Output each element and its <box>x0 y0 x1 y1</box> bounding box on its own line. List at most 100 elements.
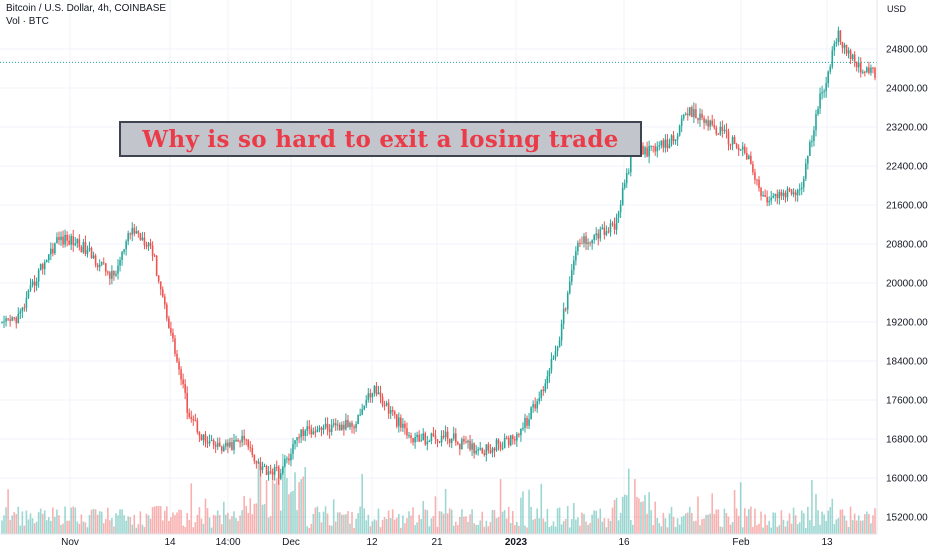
volume-bar <box>432 515 435 534</box>
candle-up <box>621 187 624 205</box>
price-tick-label: 20800.00 <box>886 240 928 251</box>
candle-down <box>249 447 252 449</box>
volume-bar <box>104 519 107 534</box>
candle-down <box>436 439 439 442</box>
volume-bar <box>766 525 768 534</box>
volume-bar <box>489 522 492 534</box>
volume-bar <box>241 510 243 534</box>
volume-bar <box>721 527 724 534</box>
volume-bar <box>353 527 355 534</box>
volume-bar <box>43 510 46 534</box>
candle-down <box>507 438 510 446</box>
candle-down <box>752 163 754 173</box>
volume-bar <box>172 512 174 534</box>
candle-up <box>770 197 773 201</box>
candle-down <box>442 435 445 438</box>
candle-up <box>257 462 260 464</box>
candle-down <box>15 317 18 324</box>
volume-bar <box>638 498 640 534</box>
candle-up <box>630 153 632 173</box>
volume-bar <box>220 524 223 534</box>
candle-up <box>5 318 7 322</box>
candle-down <box>328 429 331 433</box>
volume-bar <box>290 492 292 534</box>
volume-bar <box>58 515 60 534</box>
volume-bar <box>76 521 79 534</box>
volume-bar <box>410 515 412 534</box>
volume-bar <box>292 490 294 534</box>
volume-bar <box>310 523 313 534</box>
price-axis: USD 24800.00 24000.00 23200.00 22400.00 21600… <box>876 0 932 550</box>
candle-up <box>117 265 119 274</box>
candle-down <box>611 223 614 225</box>
candle-down <box>172 332 174 339</box>
candle-up <box>809 142 811 156</box>
candle-down <box>212 440 215 445</box>
candle-down <box>129 233 132 235</box>
volume-bar <box>367 514 370 534</box>
candle-up <box>823 91 825 93</box>
candle-down <box>766 196 768 203</box>
candle-up <box>357 415 359 425</box>
candle-down <box>9 319 11 321</box>
candle-down <box>206 442 209 444</box>
candle-up <box>503 437 506 449</box>
candle-up <box>100 262 103 265</box>
candle-down <box>137 231 140 234</box>
volume-bar <box>526 527 528 534</box>
candle-down <box>275 467 278 469</box>
volume-bar <box>550 525 553 534</box>
candle-down <box>353 426 355 429</box>
volume-bar <box>735 508 738 534</box>
candle-down <box>585 236 587 245</box>
candle-up <box>552 357 555 359</box>
candle-up <box>593 235 595 240</box>
candle-up <box>141 237 144 240</box>
candle-down <box>473 443 475 454</box>
candle-down <box>743 146 746 153</box>
volume-bar <box>741 527 744 534</box>
volume-bar <box>324 506 327 534</box>
volume-bar <box>611 507 614 534</box>
candle-up <box>37 270 40 282</box>
volume-bar <box>127 516 129 534</box>
candle-up <box>650 145 652 147</box>
candle-down <box>727 131 730 145</box>
candle-up <box>800 187 803 190</box>
volume-bar <box>524 525 526 534</box>
volume-bar <box>654 501 657 534</box>
candle-up <box>866 67 868 73</box>
volume-bar <box>552 521 555 534</box>
candle-up <box>573 260 575 271</box>
volume-bar <box>518 525 520 534</box>
volume-bar <box>170 517 172 534</box>
candle-up <box>843 44 846 48</box>
candle-down <box>347 419 349 428</box>
candle-up <box>408 435 410 437</box>
candle-up <box>680 118 683 126</box>
price-tick-label: 20000.00 <box>886 279 928 290</box>
candle-up <box>263 466 266 468</box>
candle-down <box>607 231 610 233</box>
volume-bar <box>723 508 726 534</box>
volume-bar <box>454 521 457 534</box>
candle-up <box>479 448 482 450</box>
volume-bar <box>605 527 608 534</box>
volume-bar <box>387 510 390 534</box>
candle-up <box>802 178 805 188</box>
candle-down <box>713 124 716 128</box>
volume-bar <box>662 512 665 534</box>
volume-bar <box>393 519 396 534</box>
volume-bar <box>800 510 803 534</box>
volume-bar <box>377 508 380 534</box>
volume-bar <box>129 517 132 534</box>
candle-up <box>3 321 5 323</box>
volume-bar <box>359 506 361 534</box>
volume-bar <box>686 512 689 534</box>
volume-bar <box>813 525 815 534</box>
candle-down <box>78 239 81 248</box>
candle-up <box>829 66 832 72</box>
volume-bar <box>520 497 522 534</box>
candle-up <box>31 281 34 286</box>
